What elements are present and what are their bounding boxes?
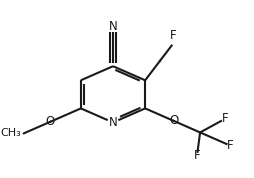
- Text: F: F: [227, 139, 234, 152]
- Text: F: F: [169, 29, 176, 42]
- Text: N: N: [109, 116, 117, 129]
- Text: F: F: [221, 112, 228, 125]
- Text: O: O: [46, 115, 55, 128]
- Text: N: N: [109, 20, 117, 33]
- Text: CH₃: CH₃: [0, 128, 21, 138]
- Text: F: F: [194, 149, 200, 162]
- Text: O: O: [169, 114, 178, 127]
